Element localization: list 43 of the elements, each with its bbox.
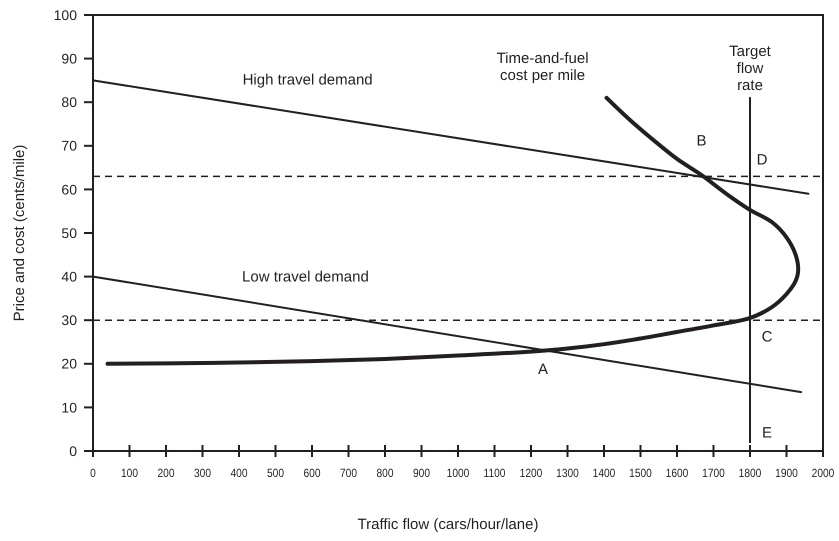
series-label: Low travel demand: [242, 268, 369, 286]
x-tick-label: 900: [413, 467, 430, 480]
x-tick-label: 1100: [484, 467, 506, 480]
annotation: A: [538, 360, 548, 378]
annotation: B: [696, 132, 706, 150]
series-label: Target flow rate: [729, 42, 772, 94]
annotation: C: [762, 328, 773, 346]
x-tick-label: 1500: [629, 467, 652, 480]
x-tick-label: 1800: [738, 467, 762, 480]
y-tick-label: 0: [69, 442, 78, 459]
x-tick-label: 1900: [775, 467, 798, 480]
y-tick-label: 60: [61, 181, 78, 198]
x-tick-label: 200: [158, 467, 174, 480]
x-tick-label: 700: [340, 467, 357, 480]
x-tick-label: 2000: [812, 467, 834, 480]
x-tick-label: 1200: [520, 467, 542, 480]
x-tick-label: 400: [230, 467, 248, 480]
x-tick-label: 800: [376, 467, 394, 480]
y-tick-label: 20: [61, 356, 78, 372]
x-tick-label: 1300: [556, 467, 579, 480]
x-tick-label: 1400: [592, 467, 616, 480]
y-tick-label: 30: [61, 312, 78, 328]
y-axis-title: Price and cost (cents/mile): [11, 144, 28, 322]
x-tick-label: 100: [121, 467, 138, 480]
x-tick-label: 500: [267, 467, 284, 480]
x-tick-label: 300: [194, 467, 211, 480]
y-tick-label: 40: [61, 268, 78, 284]
x-tick-label: 600: [304, 467, 320, 480]
annotation: D: [756, 151, 768, 168]
y-tick-label: 70: [61, 138, 78, 154]
x-tick-label: 1600: [666, 467, 688, 480]
y-tick-label: 100: [54, 6, 78, 23]
y-tick-label: 80: [61, 94, 78, 110]
series-label: High travel demand: [242, 71, 373, 88]
y-tick-label: 10: [61, 399, 78, 416]
y-tick-label: 90: [61, 50, 78, 66]
x-tick-label: 0: [90, 467, 96, 480]
series-label: Time-and-fuel cost per mile: [496, 50, 589, 84]
annotation: E: [762, 424, 772, 442]
y-tick-label: 50: [61, 224, 78, 241]
x-tick-label: 1000: [446, 467, 470, 480]
x-axis-title: Traffic flow (cars/hour/lane): [358, 516, 538, 533]
x-tick-label: 1700: [702, 467, 725, 480]
